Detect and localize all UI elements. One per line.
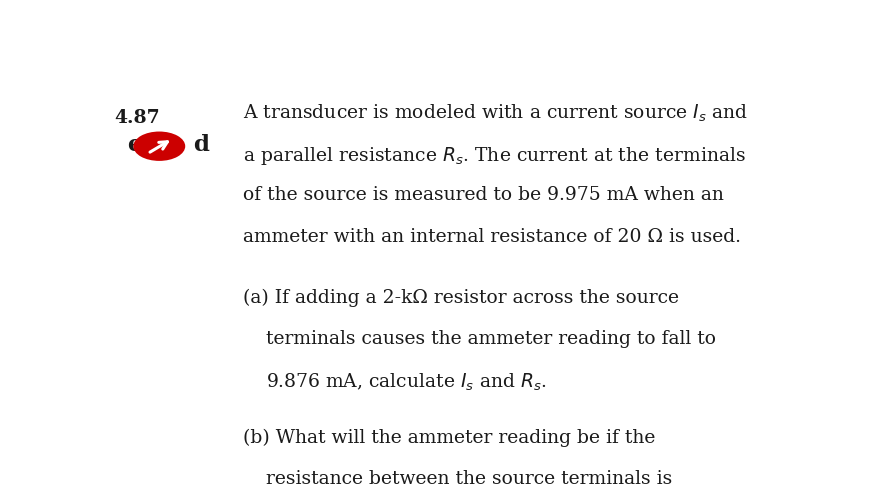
Text: terminals causes the ammeter reading to fall to: terminals causes the ammeter reading to … (266, 330, 715, 348)
Text: d: d (194, 134, 210, 156)
Text: resistance between the source terminals is: resistance between the source terminals … (266, 469, 672, 487)
Text: ammeter with an internal resistance of 20 Ω is used.: ammeter with an internal resistance of 2… (243, 227, 741, 245)
Text: a parallel resistance $R_s$. The current at the terminals: a parallel resistance $R_s$. The current… (243, 144, 746, 166)
Text: A transducer is modeled with a current source $I_s$ and: A transducer is modeled with a current s… (243, 103, 749, 124)
Text: (a) If adding a 2-kΩ resistor across the source: (a) If adding a 2-kΩ resistor across the… (243, 288, 679, 306)
Text: (b) What will the ammeter reading be if the: (b) What will the ammeter reading be if … (243, 427, 655, 446)
Text: of the source is measured to be 9.975 mA when an: of the source is measured to be 9.975 mA… (243, 186, 724, 204)
Text: 4.87: 4.87 (115, 108, 160, 126)
Circle shape (133, 132, 185, 162)
Text: 9.876 mA, calculate $I_s$ and $R_s$.: 9.876 mA, calculate $I_s$ and $R_s$. (266, 371, 547, 393)
Text: e: e (127, 134, 142, 156)
